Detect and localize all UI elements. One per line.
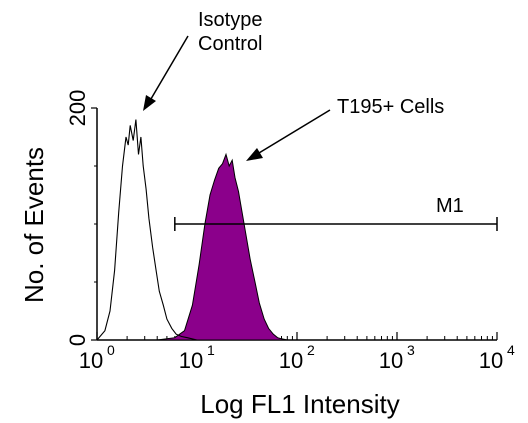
x-tick-label: 10 <box>179 348 203 373</box>
annotation-isotype-line1: Isotype <box>198 9 262 31</box>
annotation-isotype-arrow <box>147 35 189 105</box>
y-axis-title: No. of Events <box>19 147 49 303</box>
series-area-t195-cells <box>157 152 288 341</box>
annotation-t195: T195+ Cells <box>246 96 444 161</box>
annotation-t195-arrow <box>253 109 331 157</box>
x-tick-exponent: 3 <box>407 342 415 358</box>
y-axis-ticks: 0 200 <box>65 90 97 346</box>
x-tick-exponent: 4 <box>507 342 515 358</box>
annotation-isotype-arrowhead <box>143 95 156 111</box>
marker-m1: M1 <box>174 195 498 231</box>
y-tick-label: 200 <box>65 90 90 127</box>
annotation-t195-arrowhead <box>246 148 263 161</box>
y-tick-label: 0 <box>65 334 90 346</box>
x-axis-ticks: 10 0 10 1 10 2 10 3 10 4 <box>79 332 515 373</box>
x-tick-label: 10 <box>79 348 103 373</box>
marker-m1-label: M1 <box>436 195 464 217</box>
annotation-isotype: Isotype Control <box>143 9 262 111</box>
series-line-isotype-control <box>96 119 198 341</box>
x-axis-title: Log FL1 Intensity <box>200 389 399 419</box>
x-tick-exponent: 1 <box>207 342 215 358</box>
annotation-t195-label: T195+ Cells <box>337 96 444 118</box>
x-tick-label: 10 <box>279 348 303 373</box>
x-tick-label: 10 <box>379 348 403 373</box>
annotation-isotype-line2: Control <box>198 33 262 55</box>
x-tick-exponent: 2 <box>307 342 315 358</box>
x-tick-label: 10 <box>479 348 503 373</box>
x-tick-exponent: 0 <box>107 342 115 358</box>
